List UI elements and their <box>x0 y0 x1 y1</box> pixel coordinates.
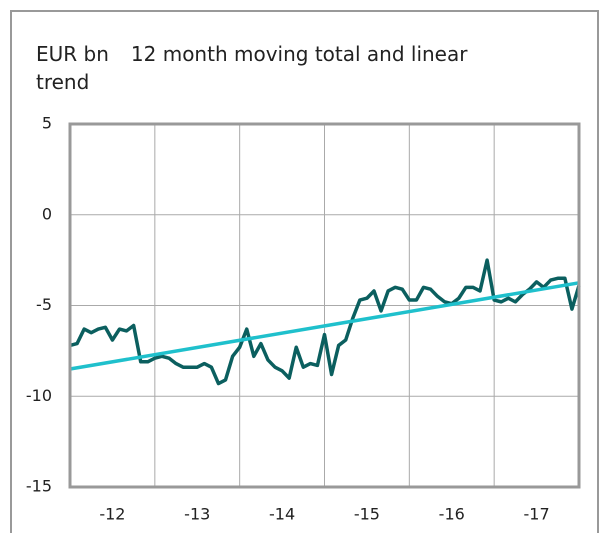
y-tick-label: -10 <box>26 386 52 405</box>
chart-title: 12 month moving total and linear trend <box>36 42 468 94</box>
y-tick-label: -15 <box>26 477 52 496</box>
x-tick-label: -15 <box>354 505 380 524</box>
x-tick-label: -13 <box>184 505 210 524</box>
x-tick-label: -12 <box>99 505 125 524</box>
y-axis-label: EUR bn <box>36 42 109 66</box>
y-tick-label: 0 <box>42 204 52 223</box>
x-tick-label: -16 <box>439 505 465 524</box>
x-tick-label: -14 <box>269 505 295 524</box>
line <box>69 281 580 371</box>
x-tick-label: -17 <box>524 505 550 524</box>
y-tick-label: -5 <box>36 295 52 314</box>
y-tick-label: 5 <box>42 114 52 133</box>
line <box>69 258 581 386</box>
heading: EUR bn 12 month moving total and linear t… <box>36 40 506 96</box>
plot-frame <box>68 122 581 489</box>
